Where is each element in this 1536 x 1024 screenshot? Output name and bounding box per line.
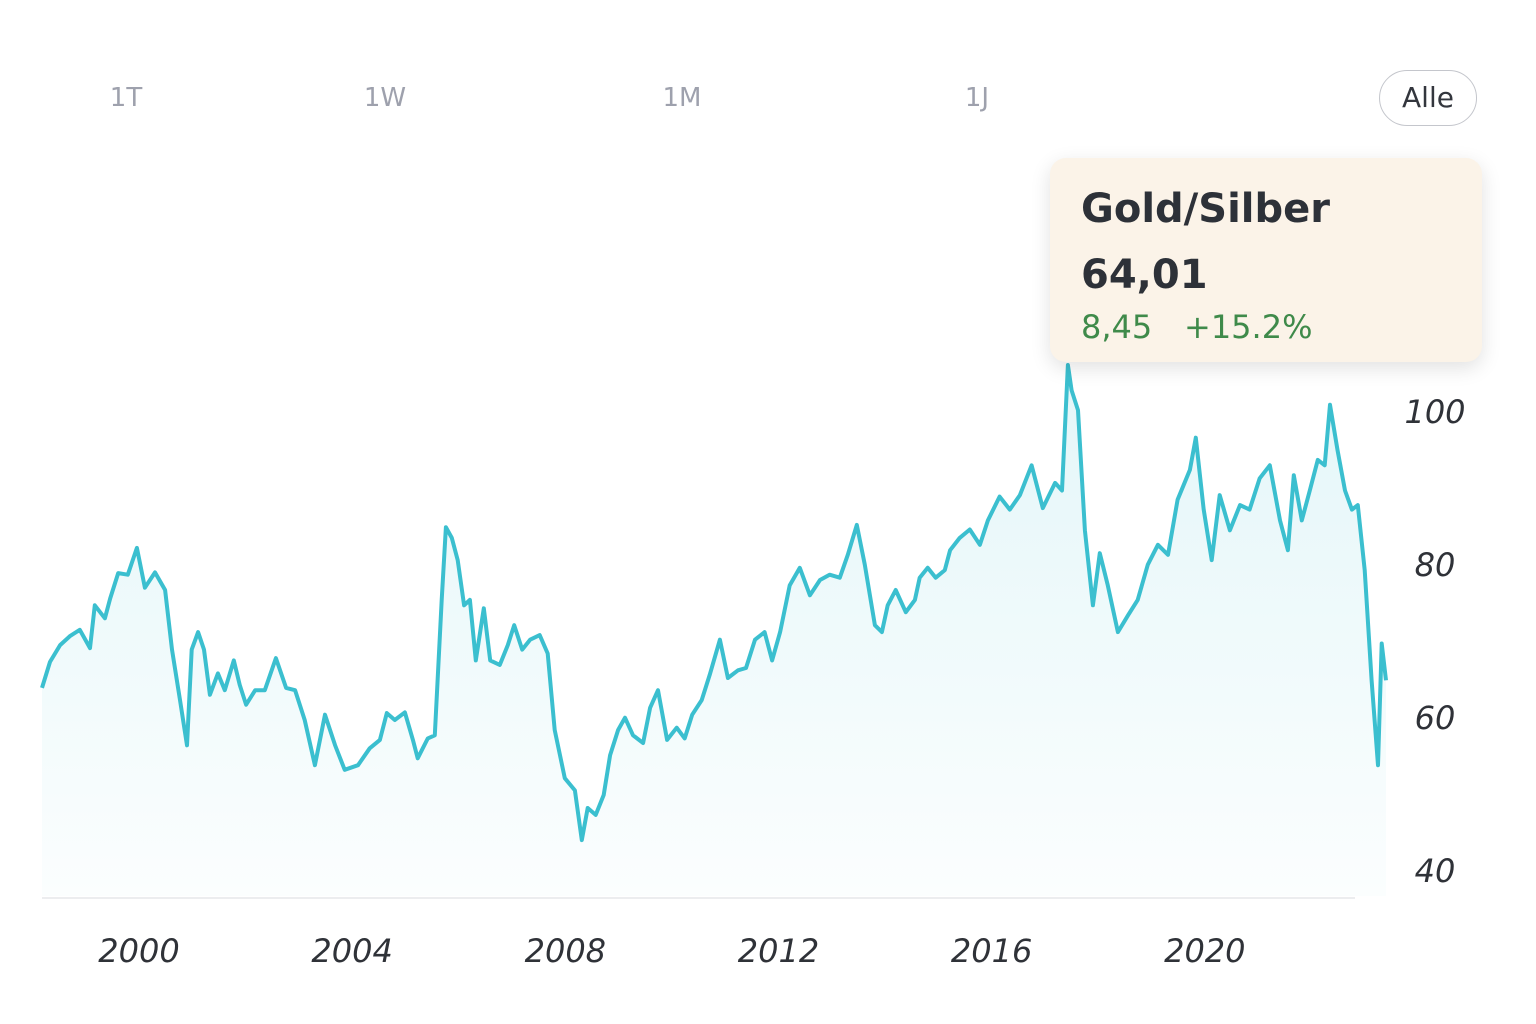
y-tick-label: 40 [1415, 852, 1456, 890]
line [40, 363, 1388, 843]
tooltip-change: 8,45 [1081, 308, 1153, 346]
x-tick-label: 2020 [1164, 932, 1245, 970]
range-tab[interactable]: 1M [662, 83, 702, 113]
x-tick-label: 2016 [951, 932, 1032, 970]
tooltip-title: Gold/Silber [1081, 186, 1330, 232]
area [42, 365, 1386, 896]
range-tab[interactable]: 1W [363, 83, 407, 113]
x-tick-label: 2012 [738, 932, 819, 970]
range-tab[interactable]: Alle [1379, 70, 1477, 126]
x-tick-label: 2004 [311, 932, 392, 970]
x-tick-label: 2008 [525, 932, 606, 970]
x-tick-label: 2000 [98, 932, 179, 970]
tooltip: Gold/Silber 64,01 8,45 +15.2% [1050, 158, 1482, 362]
tooltip-value: 64,01 [1081, 252, 1208, 298]
tooltip-change-pct: +15.2% [1184, 308, 1313, 346]
y-tick-label: 80 [1415, 546, 1456, 584]
range-tab[interactable]: 1T [109, 83, 143, 113]
range-tab[interactable]: 1J [964, 83, 990, 113]
y-tick-label: 100 [1404, 393, 1465, 431]
y-tick-label: 60 [1415, 699, 1456, 737]
